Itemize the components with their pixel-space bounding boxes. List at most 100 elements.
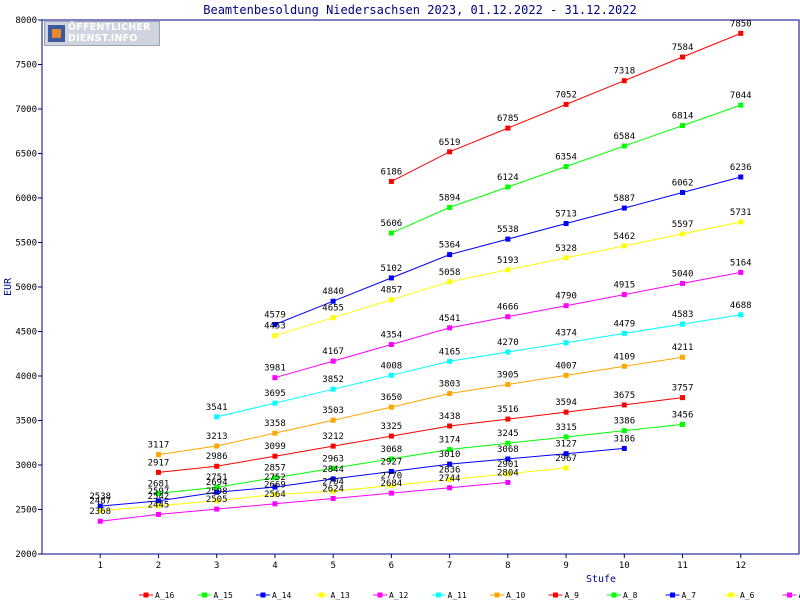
legend-marker (612, 593, 617, 598)
data-label: 2684 (381, 479, 403, 489)
legend-item: A_12 (373, 591, 408, 600)
data-label: 4479 (613, 319, 635, 329)
data-point (564, 373, 569, 378)
legend-marker (553, 593, 558, 598)
x-axis-label: Stufe (586, 574, 616, 585)
x-tick-label: 11 (677, 561, 688, 571)
data-point (680, 190, 685, 195)
data-point (564, 164, 569, 169)
data-label: 4270 (497, 338, 519, 348)
data-label: 4579 (264, 310, 286, 320)
data-label: 4008 (381, 361, 403, 371)
data-label: 2505 (206, 495, 228, 505)
logo-text: ÖFFENTLICHER DIENST.INFO (68, 23, 151, 44)
legend-label: A_14 (272, 591, 291, 600)
data-point (447, 359, 452, 364)
data-point (389, 434, 394, 439)
series-layer: 6186651967857052731875847850560658946124… (89, 19, 751, 523)
data-label: 3315 (555, 423, 577, 433)
data-point (505, 314, 510, 319)
legend-label: A_12 (389, 591, 408, 600)
data-label: 4666 (497, 303, 519, 313)
data-point (680, 322, 685, 327)
data-point (622, 206, 627, 211)
data-point (738, 31, 743, 36)
data-label: 3541 (206, 403, 228, 413)
data-label: 3068 (497, 445, 519, 455)
data-point (389, 405, 394, 410)
data-label: 6785 (497, 114, 519, 124)
data-point (447, 279, 452, 284)
series-line (159, 357, 683, 454)
data-point (272, 431, 277, 436)
data-point (505, 184, 510, 189)
legend-label: A_10 (506, 591, 525, 600)
data-label: 4165 (439, 347, 461, 357)
data-label: 3905 (497, 370, 519, 380)
data-point (389, 275, 394, 280)
data-point (447, 485, 452, 490)
chart-title: Beamtenbesoldung Niedersachsen 2023, 01.… (203, 3, 636, 17)
data-label: 6124 (497, 173, 519, 183)
legend-label: A_6 (740, 591, 755, 600)
legend-marker (729, 593, 734, 598)
legend-marker (670, 593, 675, 598)
data-point (680, 55, 685, 60)
x-tick-label: 3 (214, 561, 219, 571)
legend-label: A_8 (623, 591, 638, 600)
data-point (680, 231, 685, 236)
x-tick-label: 4 (272, 561, 277, 571)
data-label: 3650 (381, 393, 403, 403)
legend-item: A_7 (666, 591, 697, 600)
data-label: 5328 (555, 244, 577, 254)
data-point (738, 103, 743, 108)
data-label: 3803 (439, 380, 461, 390)
logo-line-1: ÖFFENTLICHER (68, 22, 151, 33)
data-point (389, 297, 394, 302)
data-point (272, 333, 277, 338)
x-tick-label: 5 (330, 561, 335, 571)
data-label: 5713 (555, 210, 577, 220)
data-point (447, 205, 452, 210)
data-point (214, 464, 219, 469)
data-point (156, 470, 161, 475)
data-point (738, 219, 743, 224)
data-point (505, 382, 510, 387)
data-point (447, 325, 452, 330)
data-label: 5193 (497, 256, 519, 266)
y-tick-label: 6500 (15, 150, 37, 160)
legend-label: A_9 (565, 591, 580, 600)
data-label: 7318 (613, 67, 635, 77)
data-label: 5731 (730, 208, 752, 218)
data-point (389, 231, 394, 236)
legend-marker (319, 593, 324, 598)
legend-marker (202, 593, 207, 598)
data-label: 4167 (322, 347, 344, 357)
data-label: 4541 (439, 314, 461, 324)
series-line (275, 272, 741, 377)
data-label: 5597 (672, 220, 694, 230)
data-label: 3099 (264, 442, 286, 452)
data-label: 3438 (439, 412, 461, 422)
data-label: 4583 (672, 310, 694, 320)
data-label: 3386 (613, 417, 635, 427)
data-point (272, 375, 277, 380)
y-axis-label: EUR (3, 277, 14, 296)
legend-item: A_9 (549, 591, 580, 600)
data-label: 3981 (264, 364, 286, 374)
x-tick-label: 2 (156, 561, 161, 571)
y-tick-label: 7500 (15, 61, 37, 71)
data-point (738, 174, 743, 179)
x-tick-label: 9 (563, 561, 568, 571)
data-point (331, 359, 336, 364)
legend-marker (261, 593, 266, 598)
legend-item: A_13 (315, 591, 350, 600)
data-point (331, 496, 336, 501)
data-point (622, 78, 627, 83)
y-tick-label: 6000 (15, 194, 37, 204)
data-point (680, 123, 685, 128)
data-point (622, 402, 627, 407)
